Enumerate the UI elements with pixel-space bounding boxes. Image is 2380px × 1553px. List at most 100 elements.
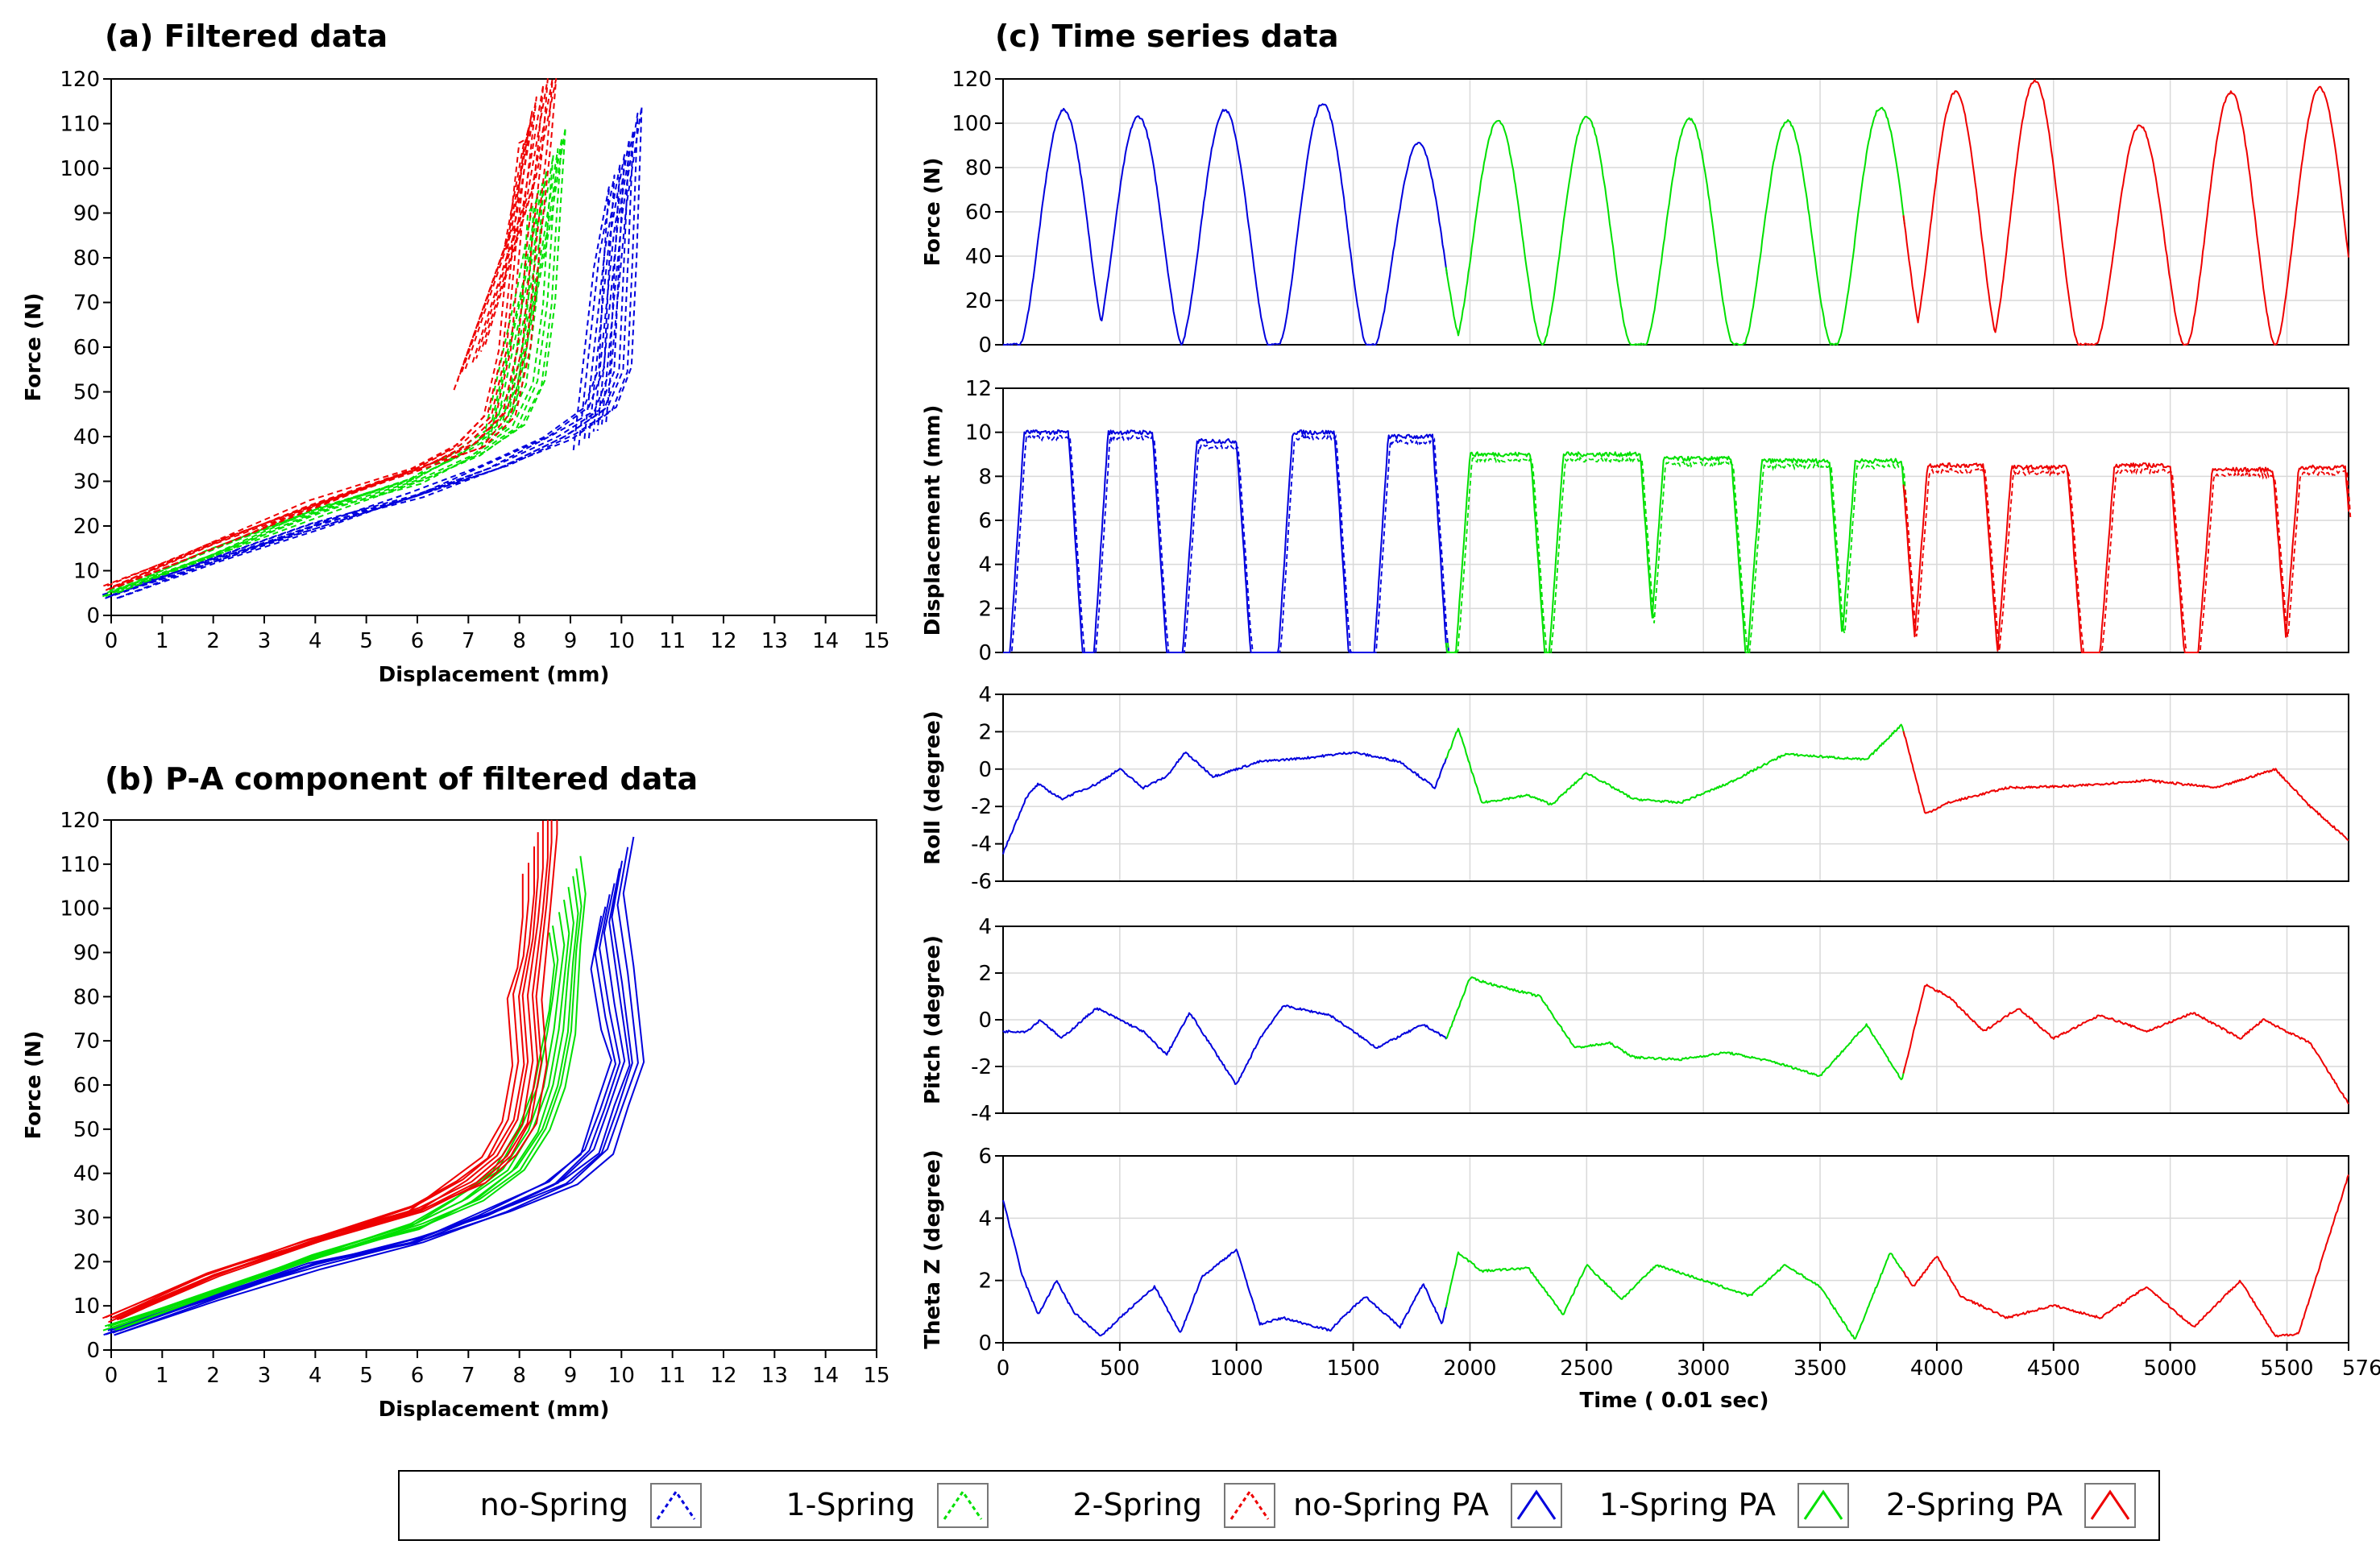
y-tick-label: 0: [978, 1331, 992, 1356]
legend-swatch-line: [1516, 1489, 1557, 1520]
legend-item-no-spring-pa: no-Spring PA: [1293, 1483, 1562, 1528]
series-line-main: [102, 932, 555, 1331]
series-line-segment: [1002, 1199, 1449, 1337]
y-tick-label: 60: [965, 201, 992, 225]
series-line-trial: [117, 136, 563, 594]
series-line-segment: [1902, 79, 2349, 346]
series-line-trial: [112, 154, 554, 594]
x-tick-label: 500: [1100, 1356, 1140, 1381]
series-line-trial: [118, 106, 643, 599]
series-line-segment: [1002, 103, 1449, 346]
y-tick-label: 0: [978, 333, 992, 358]
y-tick-label: -2: [971, 795, 992, 819]
x-tick-label: 2: [206, 629, 220, 653]
y-axis-label: Roll (degree): [921, 710, 945, 864]
x-tick-label: 3: [258, 1364, 272, 1388]
y-tick-label: 0: [978, 641, 992, 665]
series-line-trial: [114, 78, 549, 587]
legend-item-1-spring-pa: 1-Spring PA: [1599, 1483, 1849, 1528]
legend-label: 2-Spring PA: [1886, 1487, 2063, 1522]
y-tick-label: 80: [965, 156, 992, 180]
y-tick-label: 2: [978, 597, 992, 621]
series-line-trial: [114, 148, 559, 591]
x-tick-label: 14: [812, 629, 839, 653]
series-line-trial: [107, 912, 566, 1327]
x-tick-label: 7: [462, 629, 475, 653]
y-tick-label: 30: [73, 470, 100, 495]
legend-label: no-Spring PA: [1293, 1487, 1489, 1522]
x-tick-label: 15: [863, 629, 889, 653]
series-line-trial: [110, 883, 626, 1331]
x-tick-label: 2500: [1560, 1356, 1613, 1381]
y-tick-label: 10: [73, 560, 100, 584]
series-2-spring-pa: [102, 820, 558, 1323]
series-line-trial: [106, 110, 533, 587]
chart-b: 0 1 2 3 4 5 6 7 8 9 10 11 12 13 14 15010203040506070809…: [22, 809, 890, 1422]
y-tick-label: 4: [978, 915, 992, 939]
chart-a-plot-frame: [110, 78, 877, 616]
series-line-trial: [116, 847, 639, 1336]
series-line-trial: [107, 163, 621, 598]
y-tick-label: 30: [73, 1207, 100, 1231]
y-tick-label: 0: [978, 1008, 992, 1033]
x-tick-label: 3: [258, 629, 272, 653]
legend-swatch-line: [1803, 1489, 1843, 1520]
x-tick-label: 1500: [1327, 1356, 1380, 1381]
series-line-segment: [1002, 751, 1448, 855]
legend-item-2-spring-pa: 2-Spring PA: [1886, 1483, 2136, 1528]
x-tick-label: 4: [309, 1364, 322, 1388]
series-line-trial: [118, 126, 566, 593]
panel-displacement-mm: 0 2 4 6 8 10 12 Displacement (mm): [921, 377, 2352, 665]
y-tick-label: 40: [965, 245, 992, 269]
y-tick-label: 90: [73, 942, 100, 966]
legend-label: 2-Spring: [1072, 1487, 1202, 1522]
x-tick-label: 3500: [1793, 1356, 1847, 1381]
y-tick-label: 0: [978, 758, 992, 782]
x-axis-label: Displacement (mm): [379, 663, 610, 687]
y-tick-label: 0: [86, 604, 100, 628]
series-line-trial: [109, 169, 548, 592]
y-tick-label: 4: [978, 683, 992, 707]
chart-c-title: (c) Time series data: [995, 19, 1338, 54]
y-tick-label: 4: [978, 553, 992, 578]
series-line-raw: [1904, 466, 2352, 653]
y-tick-label: 0: [86, 1339, 100, 1363]
x-tick-label: 0: [105, 1364, 118, 1388]
legend-swatch-box: [650, 1483, 702, 1528]
chart-b-title: (b) P-A component of filtered data: [105, 761, 698, 797]
x-tick-label: 2: [206, 1364, 220, 1388]
x-tick-label: 5: [359, 1364, 373, 1388]
legend-label: 1-Spring: [786, 1487, 915, 1522]
series-line-trial: [114, 860, 633, 1336]
series-line-trial: [114, 129, 635, 596]
x-tick-label: 1: [155, 629, 169, 653]
series-line-trial: [112, 820, 544, 1319]
x-tick-label: 5000: [2144, 1356, 2197, 1381]
series-line-trial: [119, 820, 558, 1320]
series-line-trial: [110, 899, 570, 1327]
panel-frame: [1002, 694, 2349, 882]
y-tick-label: 80: [73, 246, 100, 271]
y-axis-label: Theta Z (degree): [921, 1149, 945, 1349]
y-tick-label: 20: [965, 289, 992, 313]
series-line-segment: [1445, 106, 1905, 346]
y-axis-label: Force (N): [22, 292, 46, 401]
series-line-trial: [109, 96, 537, 590]
x-tick-label: 1000: [1210, 1356, 1263, 1381]
legend-item-1-spring: 1-Spring: [786, 1483, 989, 1528]
x-tick-label: 3000: [1677, 1356, 1730, 1381]
x-tick-label: 9: [564, 629, 578, 653]
y-tick-label: 10: [965, 421, 992, 445]
x-tick-label: 4: [309, 629, 322, 653]
legend-label: no-Spring: [480, 1487, 628, 1522]
series-line-trial: [116, 868, 583, 1331]
x-tick-label: 9: [564, 1364, 578, 1388]
y-tick-label: 70: [73, 292, 100, 316]
legend-swatch-line: [1229, 1489, 1270, 1520]
series-line-trial: [117, 78, 554, 588]
y-axis-label: Force (N): [22, 1030, 46, 1139]
y-tick-label: 40: [73, 425, 100, 449]
x-tick-label: 12: [710, 629, 736, 653]
legend-item-2-spring: 2-Spring: [1072, 1483, 1275, 1528]
